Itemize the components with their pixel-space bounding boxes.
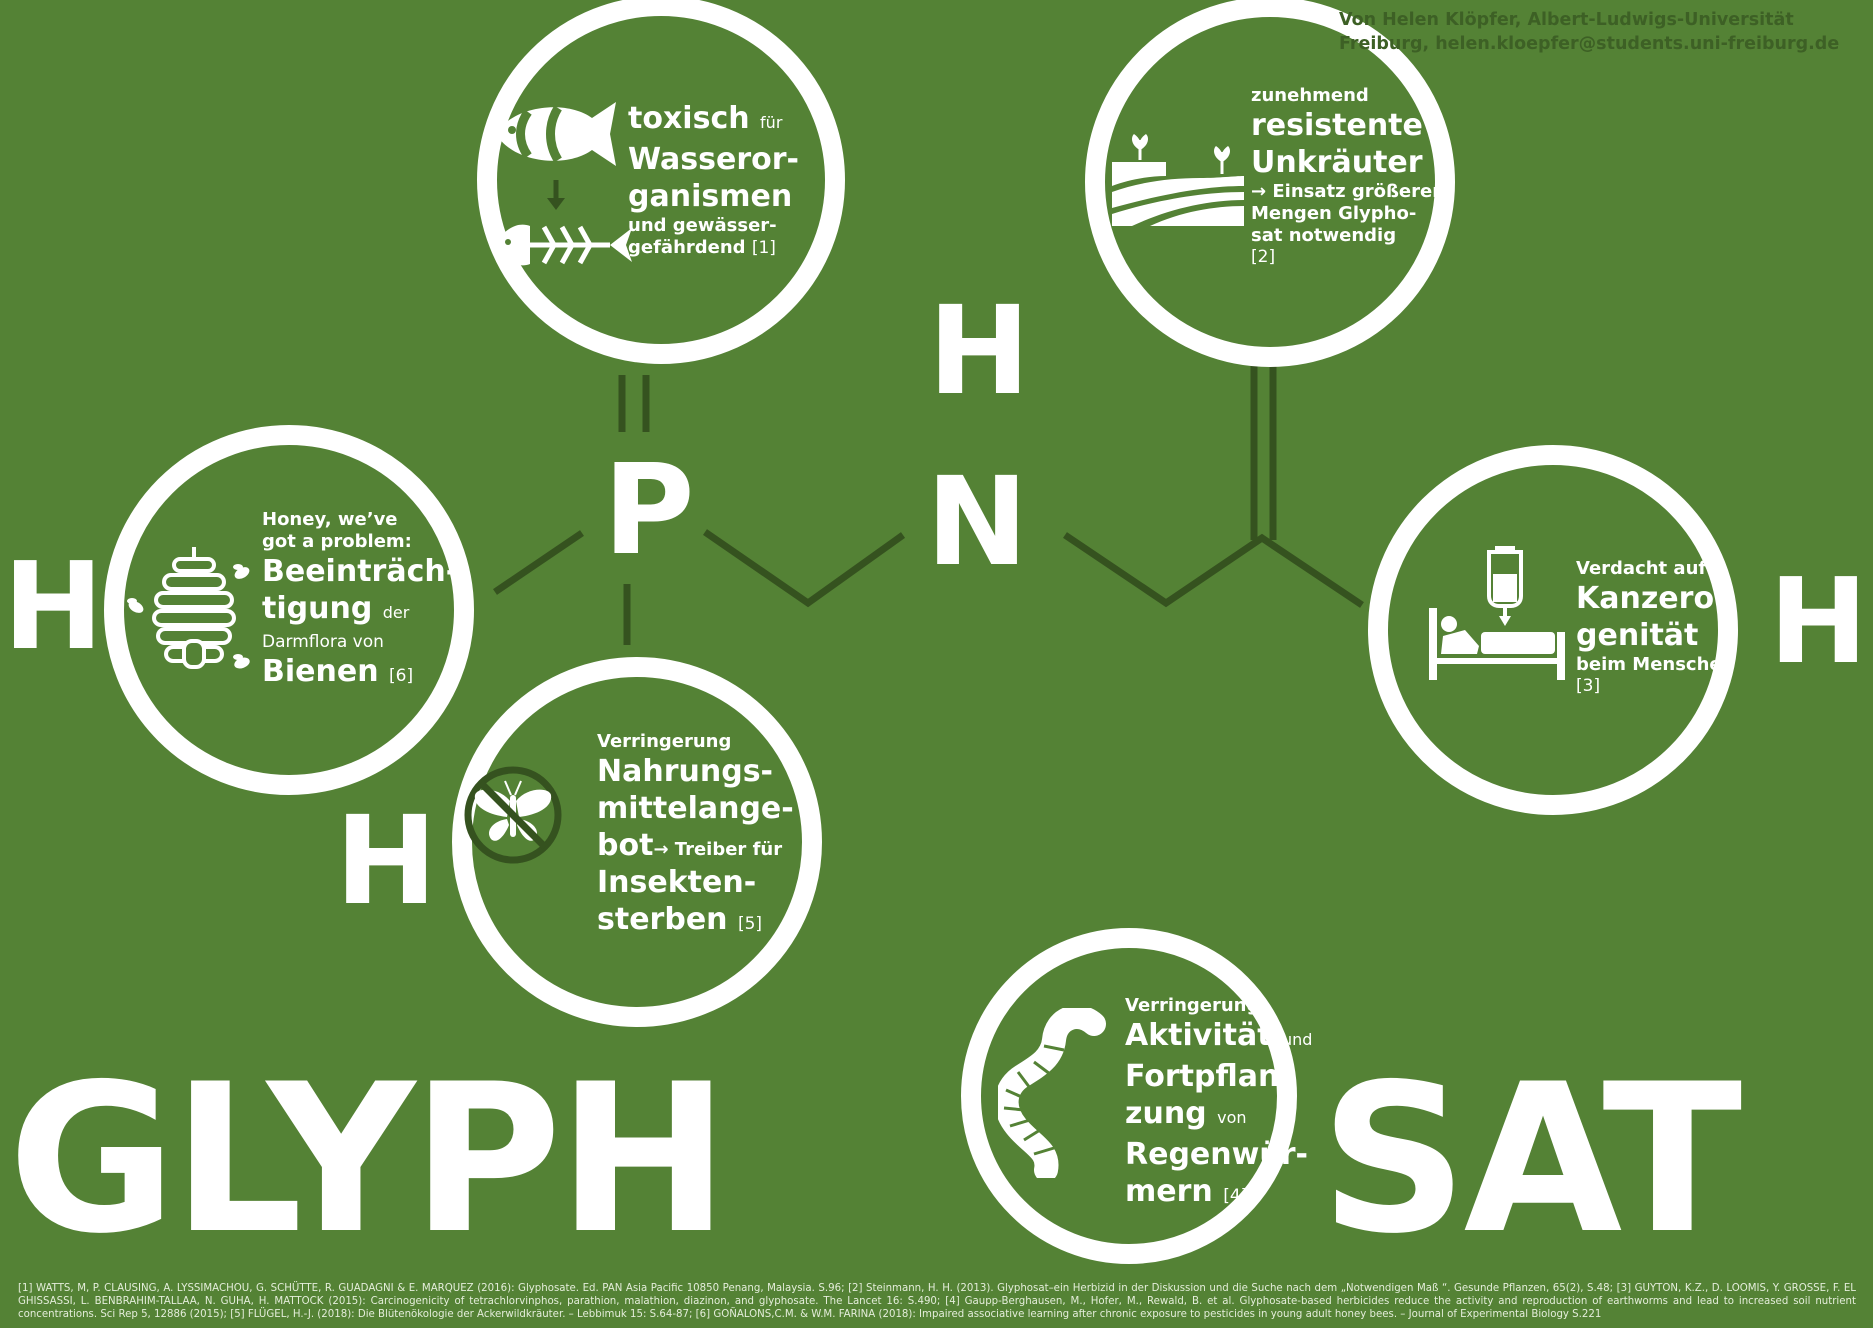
arrow-down-icon bbox=[547, 180, 565, 210]
bees-w5: der bbox=[382, 603, 410, 622]
author-credit-line2: Freiburg, helen.kloepfer@students.uni-fr… bbox=[1339, 34, 1840, 54]
earthworm-icon bbox=[998, 1008, 1106, 1178]
author-credit: Von Helen Klöpfer, Albert-Ludwigs-Univer… bbox=[1339, 8, 1859, 56]
no-butterfly-icon bbox=[464, 766, 562, 864]
bees-w7: Bienen bbox=[262, 654, 379, 689]
worms-w1: Verringerung bbox=[1125, 995, 1260, 1016]
weeds-w5: Mengen Glypho- bbox=[1251, 203, 1417, 224]
hospital-bed-icon bbox=[1429, 608, 1565, 680]
weeds-w4: → Einsatz größerer bbox=[1251, 181, 1442, 202]
insects-w6: Insekten- bbox=[597, 865, 757, 900]
worms-w7: Regenwür- bbox=[1125, 1137, 1308, 1172]
insects-ref: [5] bbox=[737, 914, 763, 934]
ring-cancer bbox=[1368, 445, 1738, 815]
weeds-label: zunehmend resistente Unkräuter → Einsatz… bbox=[1251, 85, 1441, 267]
bees-w3: Beeinträch- bbox=[262, 554, 459, 589]
bees-ref: [6] bbox=[389, 666, 414, 686]
title-part2: SAT bbox=[1320, 1041, 1742, 1279]
weeds-w6: sat notwendig bbox=[1251, 225, 1397, 246]
fish-icon bbox=[496, 102, 616, 166]
atom-p: P bbox=[603, 438, 695, 583]
weeds-w1: zunehmend bbox=[1251, 85, 1369, 106]
insects-w4: bot bbox=[597, 828, 654, 863]
fish-w1: toxisch bbox=[628, 101, 750, 136]
title-part1: GLYPH bbox=[8, 1041, 729, 1279]
bond-p-n-zigzag bbox=[703, 529, 906, 608]
references: [1] WATTS, M, P. CLAUSING, A. LYSSIMACHO… bbox=[18, 1283, 1856, 1320]
worms-ref: [4] bbox=[1223, 1186, 1248, 1206]
insects-w3: mittelange- bbox=[597, 791, 794, 826]
ring-weeds bbox=[1085, 0, 1455, 367]
atom-h-left: H bbox=[3, 538, 104, 677]
ring-worms bbox=[961, 928, 1297, 1264]
fish-w4: ganismen bbox=[628, 179, 793, 214]
cancer-w1: Verdacht auf bbox=[1576, 558, 1707, 579]
field-sprouts-icon bbox=[1112, 134, 1244, 226]
fish-w2: für bbox=[760, 113, 783, 132]
insects-w5: → Treiber für bbox=[653, 839, 783, 860]
bees-w2: got a problem: bbox=[262, 531, 412, 552]
insects-w1: Verringerung bbox=[597, 731, 732, 752]
weeds-w3: Unkräuter bbox=[1251, 145, 1423, 180]
bee-icon bbox=[127, 564, 250, 669]
bees-w1: Honey, we’ve bbox=[262, 509, 398, 530]
cancer-w4: beim Menschen bbox=[1576, 654, 1735, 675]
bond-left-p bbox=[493, 530, 584, 595]
ring-bees bbox=[104, 425, 474, 795]
fish-label: toxisch für Wasseror- ganismen und gewäs… bbox=[628, 100, 799, 259]
weeds-ref: [2] bbox=[1251, 247, 1276, 267]
cancer-icons bbox=[1429, 546, 1565, 680]
fish-skeleton-icon bbox=[496, 224, 632, 266]
cancer-w2: Kanzero- bbox=[1576, 581, 1727, 616]
bond-n-right-zigzag bbox=[1063, 532, 1364, 608]
bees-w6: Darmflora von bbox=[262, 632, 384, 652]
atom-hn-h: H bbox=[928, 280, 1031, 422]
author-credit-line1: Von Helen Klöpfer, Albert-Ludwigs-Univer… bbox=[1339, 10, 1794, 30]
insects-w7: sterben bbox=[597, 902, 728, 937]
iv-bag-icon bbox=[1487, 546, 1523, 626]
cancer-ref: [3] bbox=[1576, 676, 1601, 696]
fish-w3: Wasseror- bbox=[628, 142, 799, 177]
insects-label: Verringerung Nahrungs- mittelange- bot→ … bbox=[597, 731, 794, 943]
cancer-label: Verdacht auf Kanzero- genität beim Mensc… bbox=[1576, 558, 1734, 696]
worms-label: Verringerung Aktivität und Fortpflan- zu… bbox=[1125, 995, 1312, 1215]
ring-fish bbox=[477, 0, 845, 364]
worms-w8: mern bbox=[1125, 1174, 1213, 1209]
cancer-w3: genität bbox=[1576, 618, 1699, 653]
bees-w4: tigung bbox=[262, 591, 373, 626]
atom-h-lower: H bbox=[335, 790, 438, 932]
atom-hn-n: N bbox=[926, 451, 1029, 593]
worms-w5: zung bbox=[1125, 1096, 1207, 1131]
worms-w2: Aktivität bbox=[1125, 1018, 1272, 1053]
fish-ref: [1] bbox=[751, 238, 776, 258]
weeds-w2: resistente bbox=[1251, 108, 1423, 143]
beehive-icons bbox=[127, 547, 250, 669]
worms-w3: und bbox=[1282, 1030, 1313, 1049]
bees-label: Honey, we’ve got a problem: Beeinträch- … bbox=[262, 509, 458, 695]
worms-w4: Fortpflan- bbox=[1125, 1059, 1292, 1094]
ring-insects bbox=[452, 657, 822, 1027]
beehive-icon bbox=[152, 547, 236, 669]
fish-w6: gefährdend bbox=[628, 237, 746, 258]
fish-icons bbox=[496, 102, 632, 266]
atom-h-right: H bbox=[1769, 552, 1868, 690]
worms-w6: von bbox=[1217, 1108, 1247, 1127]
fish-w5: und gewässer- bbox=[628, 215, 777, 236]
insects-w2: Nahrungs- bbox=[597, 754, 774, 789]
